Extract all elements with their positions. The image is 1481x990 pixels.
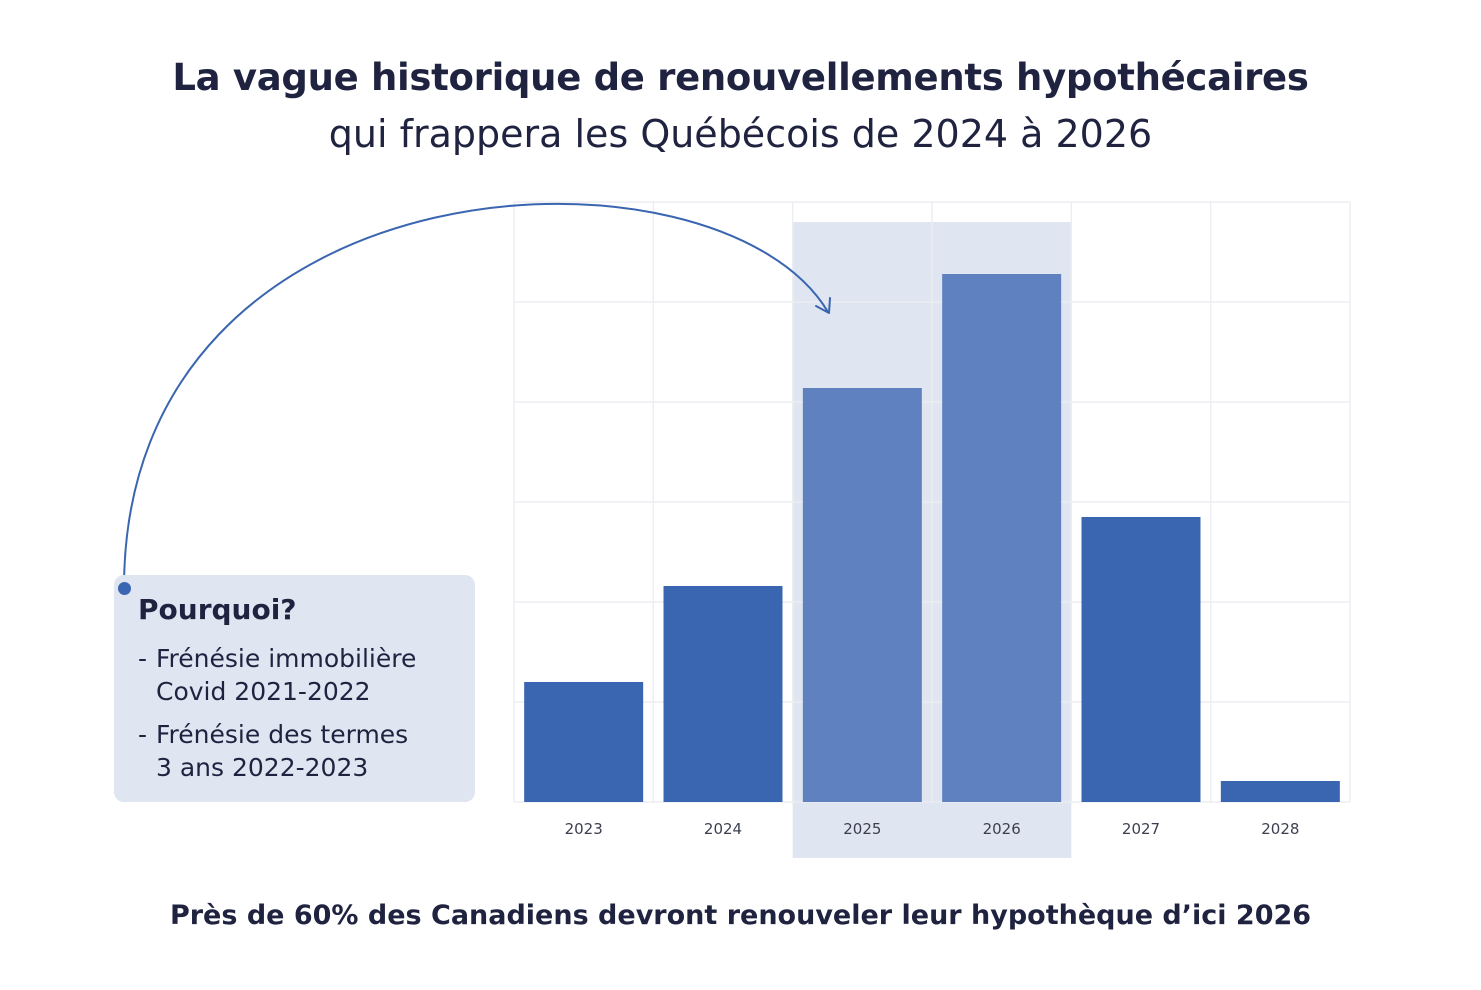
arrow-start-dot	[118, 582, 131, 595]
explanation-item-line: Frénésie des termes	[156, 720, 409, 749]
curved-arrow-line	[123, 203, 829, 589]
bullet-dash: -	[138, 720, 148, 749]
x-tick-label: 2027	[1122, 820, 1160, 838]
bar-2028	[1220, 781, 1340, 802]
x-tick-label-layer: 2023 2024 2025 2026 2027 2028	[565, 820, 1300, 838]
explanation-item-line: Covid 2021-2022	[156, 677, 371, 706]
x-tick-label: 2025	[843, 820, 881, 838]
bar-2023	[524, 682, 644, 802]
bar-2027	[1081, 517, 1201, 802]
explanation-item: - Frénésie des termes 3 ans 2022-2023	[138, 718, 475, 784]
arrow-head-icon	[815, 297, 831, 314]
bar-2025	[802, 388, 922, 802]
bar-layer	[524, 274, 1340, 802]
footer-caption: Près de 60% des Canadiens devront renouv…	[169, 900, 1312, 931]
bullet-dash: -	[138, 644, 148, 673]
bar-2024	[663, 586, 783, 802]
x-tick-label: 2028	[1261, 820, 1299, 838]
arrow-layer	[123, 203, 831, 589]
explanation-title: Pourquoi?	[138, 593, 297, 626]
x-tick-label: 2024	[704, 820, 742, 838]
bar-2026	[942, 274, 1062, 802]
explanation-item-line: 3 ans 2022-2023	[156, 753, 369, 782]
grid-layer	[513, 201, 1351, 803]
chart-subtitle: qui frappera les Québécois de 2024 à 202…	[328, 112, 1153, 156]
explanation-item-line: Frénésie immobilière	[156, 644, 417, 673]
explanation-item: - Frénésie immobilière Covid 2021-2022	[138, 642, 475, 708]
explanation-box: Pourquoi? - Frénésie immobilière Covid 2…	[114, 575, 475, 802]
x-tick-label: 2023	[565, 820, 603, 838]
x-tick-label: 2026	[983, 820, 1021, 838]
chart-title: La vague historique de renouvellements h…	[172, 56, 1309, 99]
